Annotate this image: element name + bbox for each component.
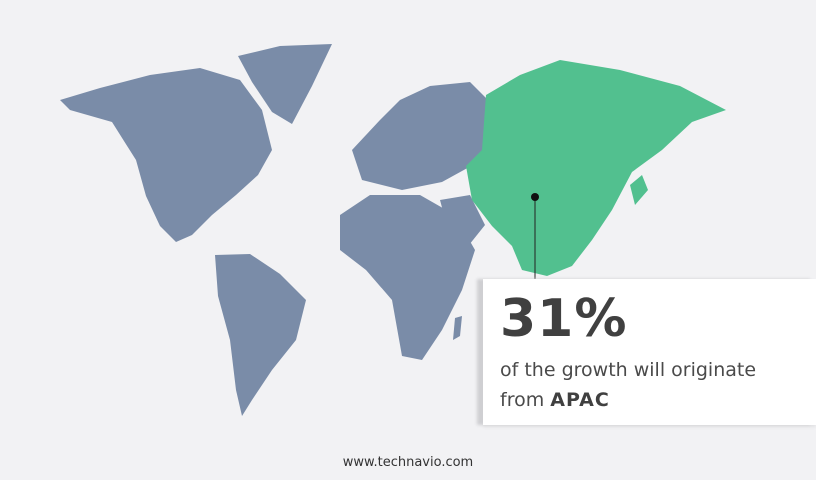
callout-text: of the growth will originate [500,359,757,381]
africa [340,195,475,360]
middle-east [440,195,485,250]
apac-region [466,60,726,276]
callout-description: of the growth will originate from APAC [500,355,756,415]
callout-prefix: from [500,389,545,411]
japan [630,175,648,205]
greenland [238,44,332,124]
callout-box: 31% of the growth will originate from AP… [483,279,816,425]
madagascar [453,316,462,340]
south-america [215,254,306,416]
north-america [60,68,272,242]
callout-region: APAC [550,389,610,411]
europe [352,82,488,190]
growth-percent: 31% [500,289,628,349]
footer-url: www.technavio.com [342,455,474,470]
pointer-dot [531,193,539,201]
